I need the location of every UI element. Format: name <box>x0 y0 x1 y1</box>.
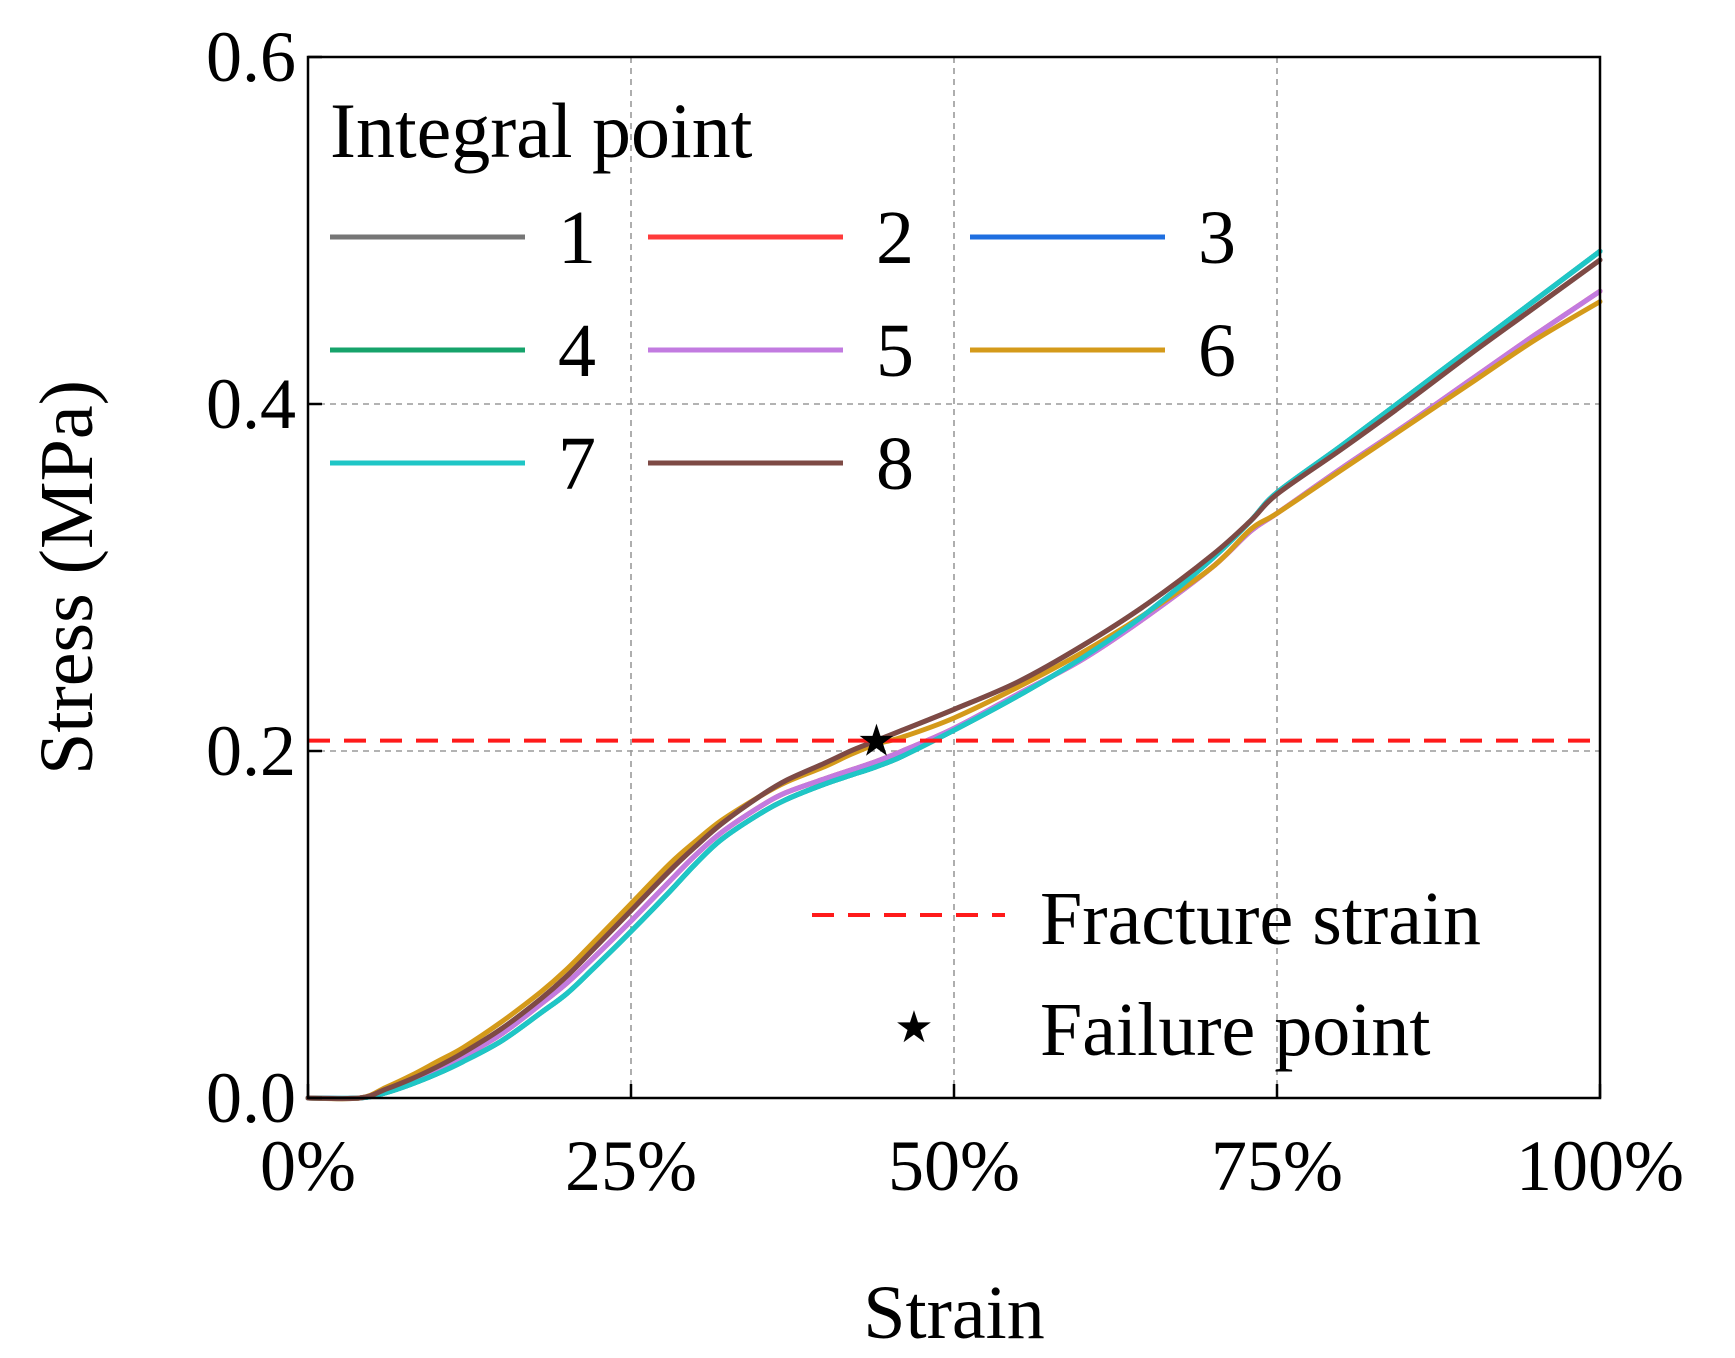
x-tick-label: 100% <box>1516 1126 1684 1206</box>
series-line-8 <box>305 257 1603 1102</box>
y-tick-label: 0.4 <box>206 364 296 444</box>
series-layer <box>305 248 1603 1102</box>
fracture-strain-legend-label: Fracture strain <box>1040 877 1481 961</box>
legend-label-7: 7 <box>558 422 596 506</box>
failure-point-legend-label: Failure point <box>1040 988 1431 1072</box>
legend-label-1: 1 <box>558 196 596 280</box>
legend-label-8: 8 <box>876 422 914 506</box>
legend: Integral point 1 2 3 4 5 6 7 8 <box>330 87 1236 506</box>
x-tick-label: 25% <box>565 1126 697 1206</box>
x-tick-label: 50% <box>888 1126 1020 1206</box>
y-tick-label: 0.6 <box>206 17 296 97</box>
x-tick-label: 75% <box>1211 1126 1343 1206</box>
failure-point-legend-icon: ★ <box>894 1003 933 1052</box>
y-tick-label: 0.2 <box>206 711 296 791</box>
legend-label-4: 4 <box>558 309 596 393</box>
legend-label-2: 2 <box>876 196 914 280</box>
y-axis-title: Stress (MPa) <box>25 380 109 775</box>
ticks: 0% 25% 50% 75% 100% 0.0 0.2 0.4 0.6 <box>206 17 1684 1206</box>
failure-point-marker: ★ <box>857 717 896 766</box>
reference-layer: ★ <box>308 717 1600 766</box>
grid <box>308 57 1600 1098</box>
legend-label-3: 3 <box>1198 196 1236 280</box>
series-line-6 <box>305 299 1603 1102</box>
legend-label-6: 6 <box>1198 309 1236 393</box>
legend-label-5: 5 <box>876 309 914 393</box>
y-tick-label: 0.0 <box>206 1058 296 1138</box>
legend-title: Integral point <box>330 87 753 174</box>
x-tick-label: 0% <box>260 1126 356 1206</box>
x-axis-title: Strain <box>863 1271 1045 1355</box>
legend-annotations: Fracture strain ★ Failure point <box>812 877 1481 1072</box>
